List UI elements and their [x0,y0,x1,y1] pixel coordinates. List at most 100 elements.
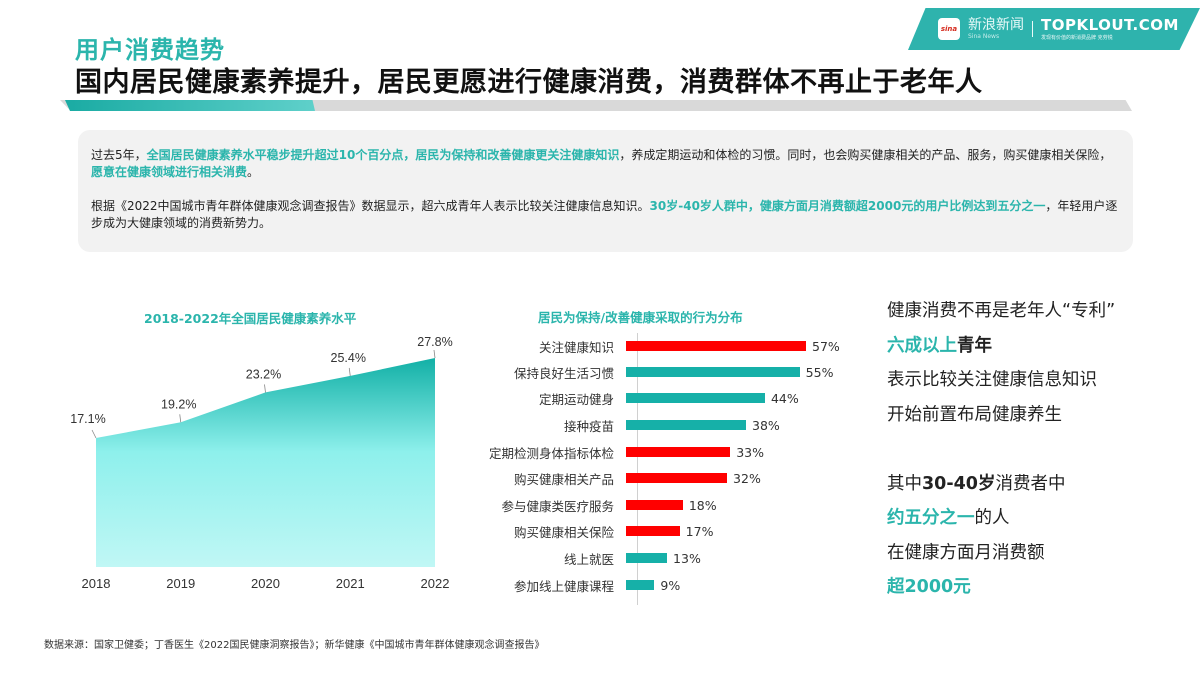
bar-row: 关注健康知识 57% [470,336,870,356]
bar-row: 购买健康相关产品 32% [470,468,870,488]
leader-line [433,349,436,359]
bar-value: 18% [688,497,717,513]
summary-highlight: 30岁-40岁人群中，健康方面月消费额超2000元的用户比例达到五分之一 [649,199,1046,213]
sina-logo-icon: sina [938,18,960,40]
callout-line: 健康消费不再是老年人“专利” [887,301,1116,321]
title-underline [60,100,1132,111]
bar-label: 保持良好生活习惯 [513,365,614,381]
area-value-label: 23.2% [246,367,281,381]
bar [626,580,655,590]
summary-highlight: 全国居民健康素养水平稳步提升超过10个百分点，居民为保持和改善健康更关注健康知识 [146,148,620,162]
x-axis-label: 2018 [82,576,111,591]
bar [626,393,765,403]
callout-line: 其中30-40岁消费者中 [887,467,1115,502]
callout-line: 约五分之一的人 [887,501,1115,536]
bar-value: 57% [812,338,840,354]
bar-value: 13% [673,550,701,566]
brand-divider [1032,21,1033,37]
area-fill [96,358,435,567]
bar [626,500,683,510]
bar-row: 保持良好生活习惯 55% [470,362,870,382]
bar [626,420,746,430]
bar-row: 线上就医 13% [470,548,870,568]
summary-text: 根据《2022中国城市青年群体健康观念调查报告》数据显示，超六成青年人表示比较关… [91,199,650,213]
bar-label: 关注健康知识 [538,339,614,355]
leader-line [264,384,266,393]
bar-value: 9% [660,577,681,593]
bar-value: 32% [733,470,761,486]
summary-text: 。 [247,165,260,179]
summary-box: 过去5年，全国居民健康素养水平稳步提升超过10个百分点，居民为保持和改善健康更关… [78,130,1133,252]
leader-line [348,367,351,376]
bar-label: 定期检测身体指标体检 [488,445,614,461]
bar-row: 参与健康类医疗服务 18% [470,495,870,515]
sina-brand: 新浪新闻 Sina News [968,18,1024,40]
x-axis-label: 2020 [251,576,280,591]
bar-value: 38% [752,417,780,433]
bar [626,341,806,351]
x-axis-label: 2021 [336,576,365,591]
brand-banner: sina 新浪新闻 Sina News TOPKLOUT.COM 发现有价值的新… [908,8,1200,50]
area-value-labels: 17.1% 19.2% 23.2% 25.4% 27.8% [70,335,452,426]
area-value-label: 25.4% [331,351,366,365]
topklout-tagline: 发现有价值的新消费品牌 克劳锐 [1041,34,1113,41]
bar-row: 接种疫苗 38% [470,415,870,435]
bar-label: 购买健康相关保险 [513,524,614,540]
underline-teal [65,100,315,111]
leader-line [179,414,182,423]
callout-highlight: 六成以上 [887,335,957,356]
label-leader-lines [91,349,436,439]
section-kicker: 用户消费趋势 [75,36,225,64]
summary-text: 过去5年， [91,148,147,162]
callout-line: 表示比较关注健康信息知识 [887,370,1097,390]
bar-label: 参加线上健康课程 [513,578,614,594]
bar-label: 接种疫苗 [563,418,614,434]
bar [626,553,668,563]
bar-value: 55% [805,364,834,380]
bar-label: 定期运动健身 [538,391,614,407]
callout-gap [887,432,1115,467]
summary-paragraph-1: 过去5年，全国居民健康素养水平稳步提升超过10个百分点，居民为保持和改善健康更关… [91,147,1121,181]
x-axis-label: 2019 [166,576,195,591]
bar-row: 定期运动健身 44% [470,388,870,408]
bar-label: 购买健康相关产品 [513,471,614,487]
bar-label: 线上就医 [563,551,614,567]
bar [626,447,731,457]
bar-chart-title: 居民为保持/改善健康采取的行为分布 [538,310,743,325]
summary-text: ，年轻用户逐步成为大健康领域的消费新势力。 [91,199,1118,230]
underline-grey [60,100,1132,111]
callout-bold: 青年 [957,335,992,356]
callout-line: 在健康方面月消费额 [887,542,1045,563]
callout-text: 其中 [887,473,922,494]
area-value-label: 17.1% [70,412,105,426]
topklout-brand: TOPKLOUT.COM 发现有价值的新消费品牌 克劳锐 [1041,17,1179,41]
callout-line: 六成以上青年 [887,329,1115,364]
callout-text: 的人 [974,508,1010,528]
bar-value: 33% [736,444,764,460]
summary-highlight: 愿意在健康领域进行相关消费 [91,165,248,179]
bar [626,526,680,536]
bar-row: 定期检测身体指标体检 33% [470,442,870,462]
bar-row: 购买健康相关保险 17% [470,521,870,541]
bar-row: 参加线上健康课程 9% [470,575,870,595]
callout-text: 消费者中 [995,473,1066,494]
leader-line [91,429,97,439]
summary-paragraph-2: 根据《2022中国城市青年群体健康观念调查报告》数据显示，超六成青年人表示比较关… [91,198,1121,232]
bar-value: 44% [770,390,799,406]
x-axis-label: 2022 [421,576,450,591]
callout-bold: 30-40岁 [922,473,996,494]
callout-line: 开始前置布局健康养生 [887,404,1062,425]
area-value-label: 19.2% [161,397,196,411]
bar-chart-axis [637,333,638,605]
data-source-note: 数据来源：国家卫健委；丁香医生《2022国民健康洞察报告》；新华健康《中国城市青… [44,640,545,651]
side-callout: 健康消费不再是老年人“专利” 六成以上青年 表示比较关注健康信息知识 开始前置布… [887,294,1115,605]
area-x-axis-labels: 2018 2019 2020 2021 2022 [82,576,450,591]
callout-highlight: 约五分之一 [887,508,975,528]
bar [626,473,728,483]
sina-brand-en: Sina News [968,33,1000,40]
callout-line: 超2000元 [887,577,971,597]
bar-value: 17% [685,523,714,539]
summary-text: ，养成定期运动和体检的习惯。同时，也会购买健康相关的产品、服务，购买健康相关保险… [619,148,1112,162]
area-value-label: 27.8% [417,335,452,349]
